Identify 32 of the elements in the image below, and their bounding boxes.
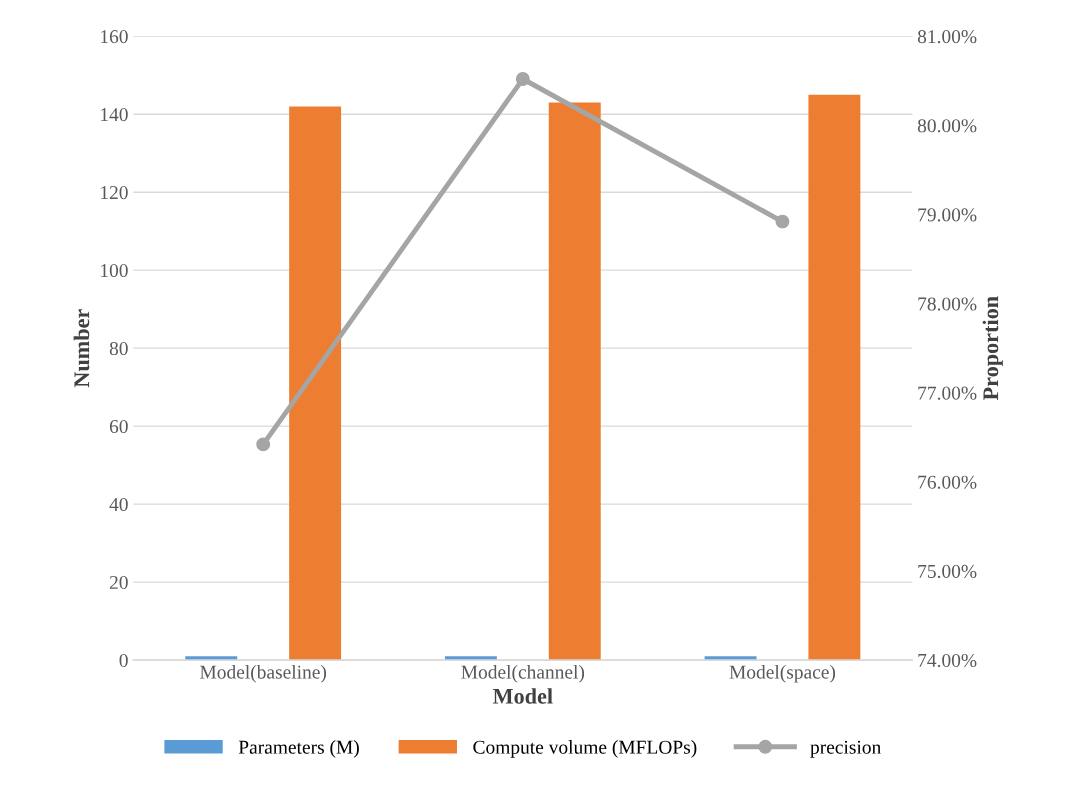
y2-tick-label: 80.00% <box>917 119 977 133</box>
point <box>775 214 790 229</box>
y-tick-label: 120 <box>101 186 128 200</box>
bar <box>548 102 601 661</box>
x-tick-label: Model(baseline) <box>200 664 327 683</box>
bar <box>289 106 342 661</box>
x-axis-title: Model <box>492 688 553 704</box>
y2-tick-label: 75.00% <box>918 564 977 578</box>
y-tick-label: 100 <box>101 263 128 278</box>
y2-tick-label: 74.00% <box>918 653 977 668</box>
y-tick-label: 0 <box>119 653 128 668</box>
y-tick-label: 60 <box>109 419 128 434</box>
legend-label: Parameters (M) <box>238 740 359 758</box>
y-tick-label: 140 <box>101 108 128 122</box>
legend-label: precision <box>810 740 881 758</box>
y-tick-label: 80 <box>109 341 128 356</box>
y2-tick-label: 81.00% <box>917 30 977 44</box>
y2-tick-label: 76.00% <box>918 475 977 489</box>
y2-tick-label: 77.00% <box>918 386 977 400</box>
bar <box>808 94 861 661</box>
y2-axis-title: Proportion <box>982 296 1003 401</box>
y-tick-label: 40 <box>109 497 128 512</box>
point <box>256 437 271 452</box>
y2-tick-label: 79.00% <box>918 208 977 222</box>
y-axis-title: Number <box>73 309 90 388</box>
point <box>515 72 530 86</box>
x-tick-label: Model(channel) <box>461 664 585 683</box>
y2-tick-label: 78.00% <box>918 297 977 311</box>
legend-label: Compute volume (MFLOPs) <box>473 740 697 758</box>
x-tick-label: Model(space) <box>729 664 836 683</box>
y-tick-label: 160 <box>101 30 128 44</box>
y-tick-label: 20 <box>109 575 128 590</box>
